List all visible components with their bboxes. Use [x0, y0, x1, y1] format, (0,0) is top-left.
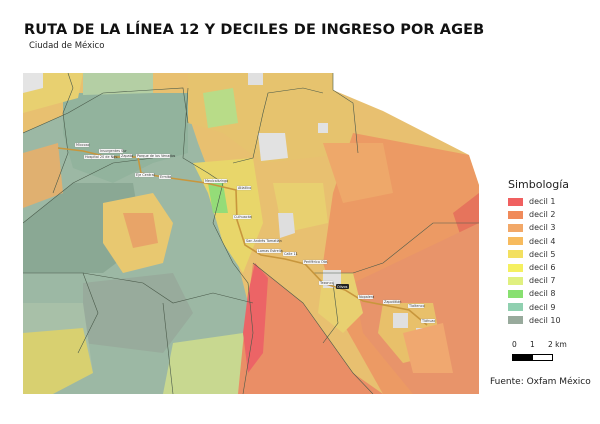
legend-title: Simbología	[508, 178, 570, 191]
map-subtitle: Ciudad de México	[29, 41, 105, 51]
svg-text:Tezonco: Tezonco	[319, 281, 334, 285]
svg-text:Eje Central: Eje Central	[136, 173, 155, 177]
swatch	[508, 237, 523, 246]
svg-text:Olivos: Olivos	[337, 285, 348, 289]
station-labels: Mixcoac Insurgentes Sur Hospital 20 de N…	[74, 142, 435, 324]
choropleth-map: Mixcoac Insurgentes Sur Hospital 20 de N…	[23, 73, 479, 394]
swatch	[508, 250, 523, 259]
scale-tick-1: 1	[530, 340, 535, 349]
income-deciles-layer	[23, 73, 479, 394]
swatch	[508, 197, 523, 206]
source-credit: Fuente: Oxfam México	[490, 377, 591, 387]
svg-text:Nopalera: Nopalera	[359, 295, 374, 299]
borough-boundaries	[23, 73, 479, 394]
map-title: RUTA DE LA LÍNEA 12 Y DECILES DE INGRESO…	[24, 22, 485, 38]
legend-item-decil-2: decil 2	[508, 208, 569, 221]
legend: Simbología decil 1 decil 2 decil 3 decil…	[508, 178, 569, 327]
svg-text:Zapata: Zapata	[121, 154, 133, 158]
swatch	[508, 276, 523, 285]
svg-text:Tlaltenco: Tlaltenco	[408, 304, 425, 308]
svg-text:Periférico Ote.: Periférico Ote.	[304, 260, 328, 264]
svg-text:Ermita: Ermita	[160, 175, 171, 179]
legend-item-decil-9: decil 9	[508, 301, 569, 314]
swatch	[508, 263, 523, 272]
svg-text:Mixcoac: Mixcoac	[76, 143, 90, 147]
svg-text:Zapotitlán: Zapotitlán	[384, 300, 401, 304]
swatch	[508, 210, 523, 219]
scale-tick-0: 0	[512, 340, 517, 349]
svg-text:Culhuacán: Culhuacán	[234, 215, 252, 219]
svg-text:Insurgentes Sur: Insurgentes Sur	[100, 149, 127, 153]
scale-bar: 0 1 2 km	[512, 340, 572, 361]
svg-text:Tláhuac: Tláhuac	[421, 319, 435, 323]
svg-text:Calle 11: Calle 11	[284, 252, 298, 256]
swatch	[508, 223, 523, 232]
svg-text:San Andrés Tomatlán: San Andrés Tomatlán	[246, 239, 282, 243]
swatch	[508, 289, 523, 298]
legend-item-decil-10: decil 10	[508, 314, 569, 327]
legend-item-decil-6: decil 6	[508, 261, 569, 274]
swatch	[508, 316, 523, 325]
svg-text:Parque de los Venados: Parque de los Venados	[137, 154, 176, 158]
svg-text:Atlalilco: Atlalilco	[238, 186, 251, 190]
scale-segment-black	[512, 354, 532, 361]
svg-text:Hospital 20 de Nov.: Hospital 20 de Nov.	[85, 155, 118, 159]
legend-item-decil-8: decil 8	[508, 287, 569, 300]
legend-item-decil-7: decil 7	[508, 274, 569, 287]
legend-item-decil-5: decil 5	[508, 248, 569, 261]
legend-item-decil-4: decil 4	[508, 235, 569, 248]
legend-item-decil-3: decil 3	[508, 221, 569, 234]
swatch	[508, 303, 523, 312]
svg-text:Mexicaltzingo: Mexicaltzingo	[205, 179, 228, 183]
legend-item-decil-1: decil 1	[508, 195, 569, 208]
scale-segment-white	[532, 354, 553, 361]
scale-tick-2: 2 km	[548, 340, 567, 349]
svg-text:Lomas Estrella: Lomas Estrella	[258, 249, 283, 253]
